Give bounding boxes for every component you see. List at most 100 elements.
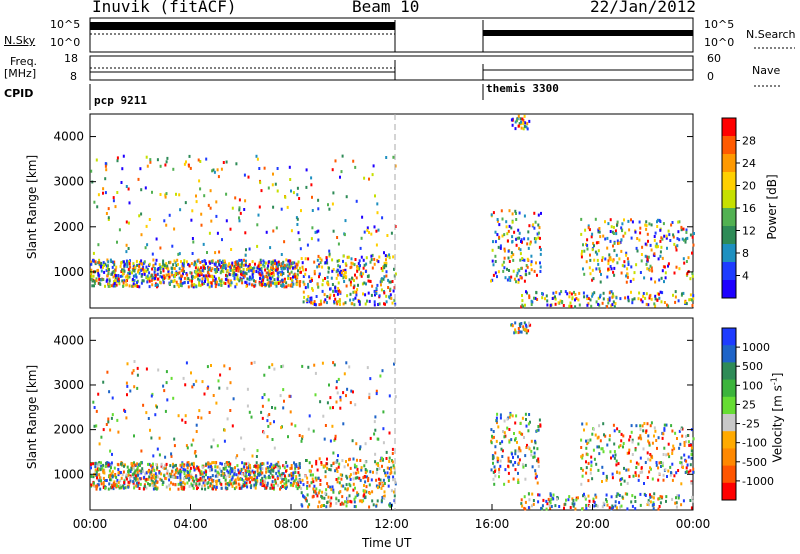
cell [111,265,114,269]
cell [189,475,192,479]
cell [170,481,172,485]
cell [157,368,160,372]
cell [208,469,211,473]
cell [131,278,134,281]
cell [377,437,380,441]
cell [245,481,248,485]
cell [360,272,363,276]
cell [259,261,262,264]
cell [329,396,332,400]
cell [242,263,245,267]
cell [179,472,182,476]
cell [176,467,178,471]
cell [360,468,363,472]
cell [580,252,583,256]
cell [224,264,227,267]
cell [103,263,105,267]
cell [123,486,125,490]
cell [360,236,363,240]
cell [261,471,264,475]
cell [95,487,98,491]
cell [527,246,530,250]
cell [141,273,144,277]
colorbar-swatch [722,465,736,484]
cell [244,231,247,235]
cell [191,484,194,488]
cell [647,303,650,307]
cell [524,412,527,416]
cell [308,300,311,304]
cell [219,461,222,465]
cell [298,479,301,483]
cell [674,295,677,299]
cell [107,218,110,221]
cell [214,285,217,289]
cell [180,484,183,488]
cell [245,281,248,285]
freq-label-1: Freq. [10,55,38,68]
cell [659,239,662,243]
power-colorbar-label: Power [dB] [765,174,779,240]
cell [637,442,640,446]
cell [294,272,297,276]
cell [230,281,233,285]
cell [649,424,652,428]
cell [680,228,683,232]
cell [380,283,382,287]
cell [246,404,249,408]
cell [261,271,264,275]
cell [132,264,135,268]
cell [306,493,309,497]
cell [660,236,663,240]
cell [593,258,596,262]
cell [666,475,668,478]
cell [348,475,351,479]
cell [243,447,246,451]
cell [491,278,494,282]
cell [556,497,558,501]
cell [599,293,602,297]
cell [326,301,328,305]
cell [671,448,674,452]
cell [289,277,292,281]
cell [521,416,524,420]
cell [345,483,348,487]
cell [337,242,340,246]
cell [672,233,675,237]
cell [387,479,390,482]
cell [606,443,609,447]
cell [104,486,107,490]
cell [245,477,247,481]
cell [261,404,264,408]
cell [586,303,589,307]
cell [363,281,366,285]
cell [667,452,670,456]
cell [98,479,101,483]
cell [531,492,534,496]
cell [326,295,329,298]
cell [351,262,354,266]
cell [252,471,255,475]
cell [657,507,660,511]
cell [690,443,692,447]
cell [321,361,324,365]
cell [176,475,179,479]
cell [680,461,683,465]
cell [498,223,501,227]
cell [102,191,104,195]
cell [161,466,164,470]
cell [167,269,170,273]
cell [619,505,621,509]
cell [222,476,225,479]
cell [610,495,613,499]
cell [368,392,371,396]
cell [491,248,494,252]
cell [210,219,213,223]
cell [390,470,393,474]
cell [109,473,112,477]
cell [266,461,269,465]
cell [347,500,350,504]
cell [649,264,652,268]
nsky-trace-1 [90,22,395,30]
cell [172,465,175,469]
